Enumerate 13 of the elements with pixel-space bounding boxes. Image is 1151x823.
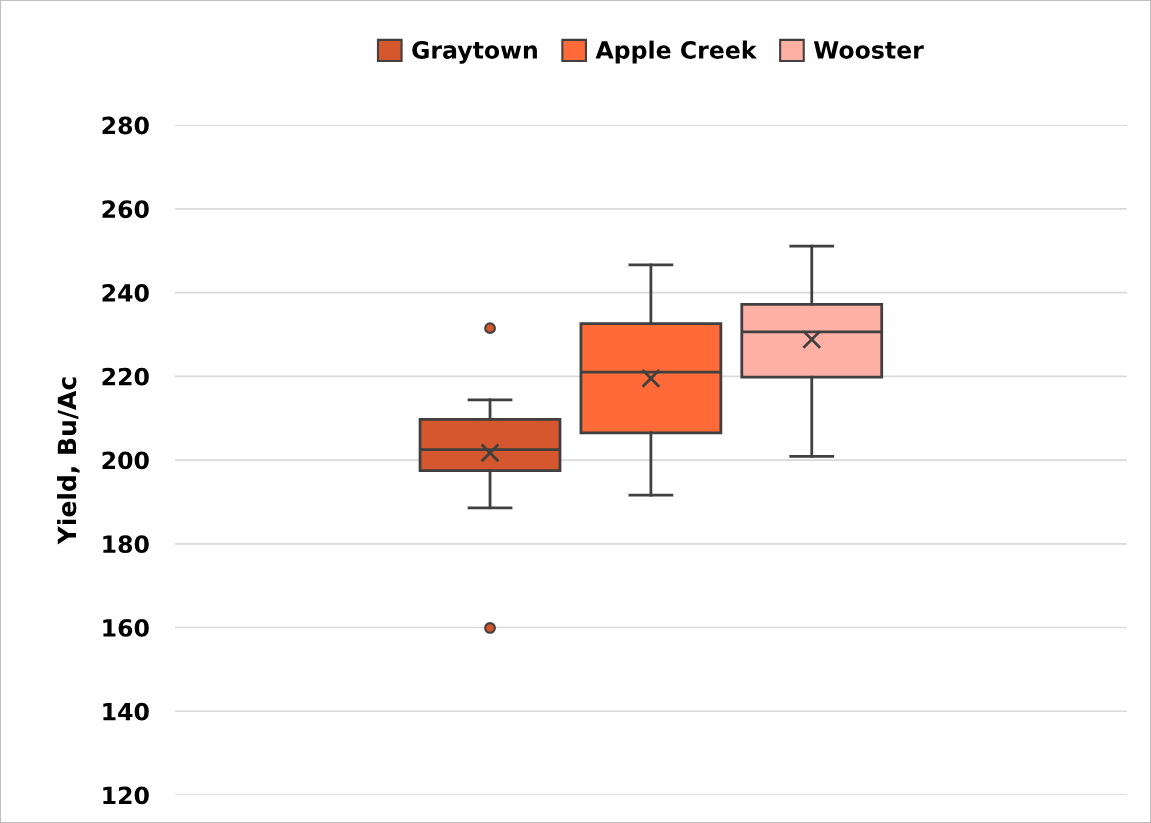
legend-label: Apple Creek [595, 40, 757, 64]
y-tick-label: 240 [102, 284, 149, 302]
y-tick-label: 280 [102, 116, 149, 135]
y-tick-label: 260 [102, 200, 149, 219]
legend-label: Graytown [412, 41, 537, 64]
y-tick-label: 120 [103, 786, 149, 805]
y-tick-label: 180 [103, 535, 149, 554]
y-tick-label: 140 [103, 702, 149, 721]
y-tick-label: 160 [103, 618, 149, 637]
y-tick-label: 200 [102, 451, 149, 470]
legend-label: Wooster [813, 41, 924, 59]
y-axis-title: Yield, Bu/Ac [57, 377, 80, 545]
y-tick-label: 220 [102, 367, 149, 386]
